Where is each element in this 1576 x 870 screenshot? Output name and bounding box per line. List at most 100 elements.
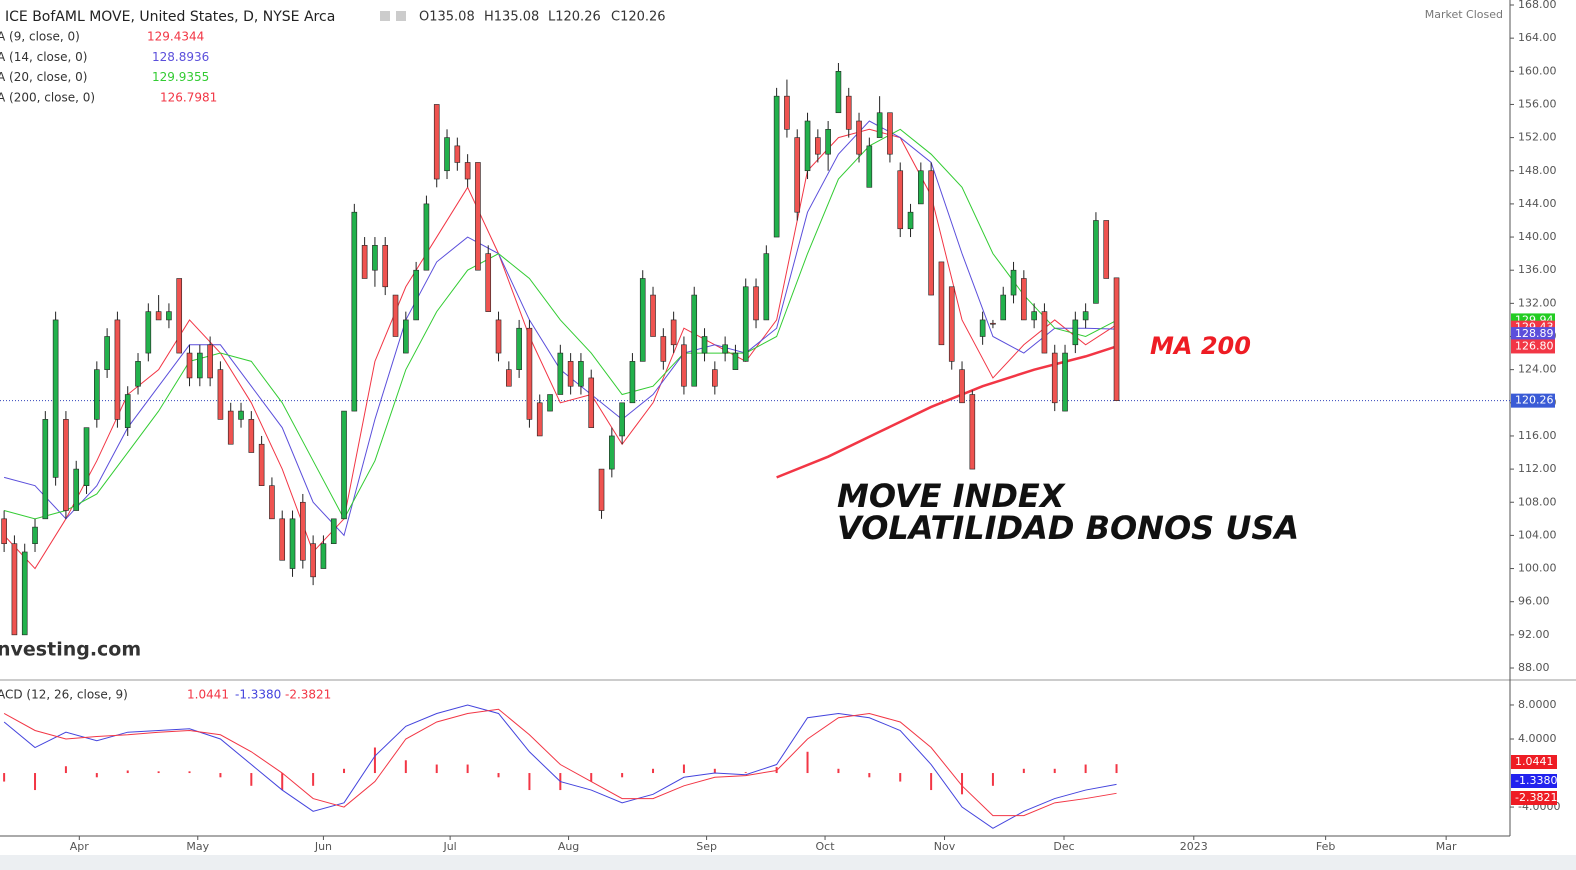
- y-tick-label: 96.00: [1518, 595, 1550, 608]
- indicator-line: [3, 704, 1117, 829]
- y-tick-label: 92.00: [1518, 628, 1550, 641]
- candle-body: [1103, 220, 1110, 279]
- candle-body: [1000, 294, 1007, 321]
- histogram-bar: [250, 773, 253, 786]
- histogram-bar: [34, 773, 37, 791]
- histogram-bar: [930, 773, 933, 791]
- candle-body: [403, 319, 409, 354]
- candle-body: [166, 311, 172, 321]
- candle-body: [454, 145, 461, 163]
- y-tick-label: 132.00: [1518, 296, 1557, 309]
- x-tick-label: Mar: [1436, 840, 1457, 853]
- annotation: MOVE INDEX: [837, 477, 1066, 515]
- icon: [396, 11, 406, 21]
- candle-body: [979, 319, 986, 337]
- candle-body: [567, 361, 574, 387]
- candle-body: [1082, 311, 1089, 321]
- histogram-bar: [343, 768, 346, 774]
- candle-body: [351, 211, 358, 412]
- price-tag: [1511, 755, 1557, 769]
- y-tick-label: 156.00: [1518, 97, 1557, 110]
- candle-body: [1021, 278, 1027, 321]
- candle-body: [753, 286, 759, 321]
- candle-body: [732, 352, 739, 370]
- candle-body: [1113, 277, 1120, 401]
- macd-title: ACD (12, 26, close, 9): [0, 688, 128, 702]
- x-tick-label: Oct: [816, 840, 836, 853]
- ohlc-close: C120.26: [611, 10, 666, 25]
- x-tick-label: Feb: [1316, 840, 1335, 853]
- candle-body: [104, 336, 110, 370]
- y-tick-label: 104.00: [1518, 528, 1557, 541]
- candle-body: [722, 344, 728, 354]
- legend-name: A (9, close, 0): [0, 30, 80, 44]
- ohlc-high: H135.08: [484, 10, 539, 25]
- toolbar: [0, 855, 1576, 870]
- candle-body: [320, 543, 327, 569]
- candle-body: [372, 245, 378, 271]
- candle-body: [341, 410, 347, 520]
- candle-body: [269, 485, 275, 520]
- histogram-bar: [1084, 764, 1087, 774]
- candle-body: [938, 261, 945, 346]
- histogram-bar: [188, 771, 191, 774]
- candle-body: [114, 319, 121, 420]
- legend-name: A (20, close, 0): [0, 70, 87, 84]
- candle-body: [1031, 311, 1037, 321]
- price-tag: [1511, 339, 1555, 354]
- candle-body: [21, 551, 28, 636]
- candle-body: [464, 162, 471, 180]
- histogram-bar: [991, 773, 994, 786]
- x-tick-label: Jul: [442, 840, 456, 853]
- candle-body: [279, 518, 286, 561]
- y-tick-label: 4.0000: [1518, 732, 1557, 745]
- histogram-bar: [1022, 768, 1025, 774]
- histogram-bar: [404, 760, 407, 774]
- histogram-bar: [1053, 768, 1056, 774]
- chart-title: ICE BofAML MOVE, United States, D, NYSE …: [5, 9, 335, 25]
- candle-body: [835, 71, 842, 114]
- plot: [0, 63, 1510, 829]
- candle-body: [670, 319, 677, 346]
- candle-body: [763, 253, 770, 321]
- histogram-bar: [312, 773, 315, 786]
- candle-body: [475, 162, 481, 271]
- histogram-bar: [899, 773, 902, 782]
- price-tag-label: -2.3821: [1515, 791, 1557, 804]
- candle-body: [629, 361, 636, 404]
- annotation: VOLATILIDAD BONOS USA: [837, 509, 1299, 547]
- candle-body: [609, 435, 615, 470]
- ohlc-low: L120.26: [548, 10, 601, 25]
- market-status: Market Closed: [1425, 8, 1503, 21]
- candle-body: [433, 104, 440, 180]
- indicator-line: [776, 345, 1117, 479]
- candle-body: [825, 129, 831, 155]
- legend-name: A (14, close, 0): [0, 50, 87, 64]
- candle-body: [289, 518, 296, 569]
- price-tag: [1511, 327, 1555, 342]
- x-tick-label: Dec: [1053, 840, 1074, 853]
- candle-body: [619, 402, 625, 437]
- legend-value: -2.3821: [285, 688, 331, 702]
- candle-body: [928, 170, 934, 296]
- candle-body: [660, 336, 667, 362]
- x-tick-label: Sep: [696, 840, 717, 853]
- ohlc-open: O135.08: [419, 10, 475, 25]
- candle-body: [536, 402, 543, 437]
- y-tick-label: 140.00: [1518, 230, 1557, 243]
- histogram-bar: [961, 773, 964, 795]
- legend-value: -1.3380: [235, 688, 281, 702]
- price-tag: [1511, 393, 1555, 408]
- candle-body: [784, 95, 790, 130]
- candle-body: [176, 278, 183, 354]
- candle-body: [300, 501, 306, 561]
- candle-body: [485, 253, 492, 312]
- candle-body: [526, 327, 533, 420]
- y-tick-label: 148.00: [1518, 164, 1557, 177]
- candle-body: [248, 419, 255, 453]
- price-tag: [1511, 791, 1557, 805]
- y-tick-label: 152.00: [1518, 131, 1557, 144]
- histogram-bar: [868, 773, 871, 778]
- candle-body: [918, 170, 924, 205]
- candle-body: [691, 294, 698, 387]
